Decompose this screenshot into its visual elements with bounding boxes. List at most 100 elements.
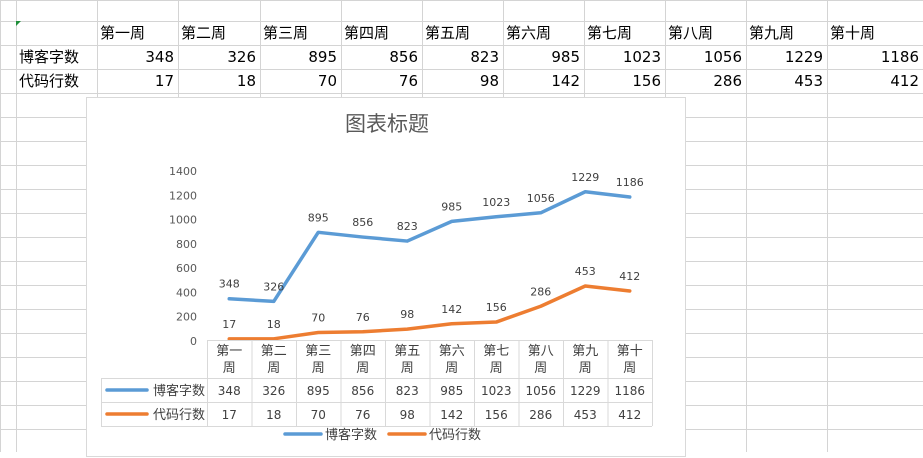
table-value: 70 (311, 408, 326, 422)
table-value: 142 (440, 408, 463, 422)
data-label: 348 (219, 278, 240, 291)
data-label: 156 (486, 301, 507, 314)
table-value: 348 (218, 384, 241, 398)
data-label: 17 (222, 318, 236, 331)
data-cell[interactable]: 985 (551, 48, 580, 66)
data-cell[interactable]: 76 (398, 72, 418, 90)
header-cell[interactable]: 第九周 (749, 24, 795, 42)
x-tick-label: 第三周 (305, 344, 331, 376)
data-label: 823 (397, 220, 418, 233)
data-label: 895 (308, 211, 329, 224)
y-tick-label: 1400 (169, 165, 197, 178)
x-tick-label: 第一周 (216, 344, 242, 376)
x-tick-label: 第五周 (394, 344, 420, 376)
header-cell[interactable]: 第一周 (100, 24, 146, 42)
data-label: 76 (356, 311, 370, 324)
data-label: 1056 (527, 192, 555, 205)
table-value: 1056 (525, 384, 556, 398)
table-series-name: 博客字数 (153, 383, 205, 399)
y-tick-label: 800 (176, 238, 197, 251)
y-tick-label: 1200 (169, 189, 197, 202)
x-tick-label: 第八周 (528, 344, 554, 376)
table-value: 76 (355, 408, 370, 422)
data-label: 453 (575, 265, 596, 278)
data-cell[interactable]: 823 (470, 48, 499, 66)
line-chart: 0 200 400 600 800 1000 1200 1400 348 326 895 856 823… (101, 165, 653, 443)
x-tick-label: 第六周 (439, 344, 465, 376)
y-tick-label: 400 (176, 286, 197, 299)
data-label: 326 (263, 280, 284, 293)
data-label: 286 (530, 285, 551, 298)
data-label: 985 (441, 200, 462, 213)
header-cell[interactable]: 第二周 (181, 24, 227, 42)
table-value: 895 (307, 384, 330, 398)
series-line-2 (227, 284, 632, 341)
table-value: 412 (618, 408, 641, 422)
data-cell[interactable]: 18 (236, 72, 256, 90)
data-label: 18 (267, 318, 281, 331)
data-cell[interactable]: 895 (308, 48, 337, 66)
table-value: 98 (400, 408, 415, 422)
row-label-cell[interactable]: 博客字数 (19, 48, 80, 66)
cell-indicator-icon (16, 21, 21, 26)
table-value: 326 (262, 384, 285, 398)
data-label: 142 (441, 303, 462, 316)
data-cell[interactable]: 348 (145, 48, 174, 66)
header-cell[interactable]: 第七周 (587, 24, 633, 42)
table-value: 856 (351, 384, 374, 398)
table-value: 1186 (614, 384, 645, 398)
table-series-name: 代码行数 (153, 408, 205, 423)
data-cell[interactable]: 17 (154, 72, 174, 90)
data-label: 1186 (616, 176, 644, 189)
y-tick-label: 1000 (169, 214, 197, 227)
x-tick-label: 第九周 (572, 344, 598, 376)
x-tick-label: 第二周 (261, 344, 287, 376)
data-cell[interactable]: 70 (317, 72, 337, 90)
chart-container[interactable]: 图表标题 0 200 400 600 800 1000 1200 1400 348 326 895 8… (86, 97, 686, 457)
data-label: 856 (352, 216, 373, 229)
table-value: 1023 (481, 384, 512, 398)
table-value: 17 (222, 408, 237, 422)
x-tick-label: 第十周 (617, 344, 643, 376)
legend-label: 代码行数 (429, 428, 481, 443)
data-cell[interactable]: 1186 (880, 48, 919, 66)
legend-label: 博客字数 (325, 427, 377, 443)
header-cell[interactable]: 第五周 (425, 24, 471, 42)
data-cell[interactable]: 1056 (703, 48, 742, 66)
data-label: 1229 (571, 171, 599, 184)
data-cell[interactable]: 286 (713, 72, 742, 90)
data-cell[interactable]: 1023 (622, 48, 661, 66)
y-tick-label: 0 (190, 335, 197, 348)
data-label: 412 (619, 270, 640, 283)
data-cell[interactable]: 142 (551, 72, 580, 90)
series-line-1 (227, 190, 632, 304)
x-tick-label: 第七周 (483, 344, 509, 376)
header-cell[interactable]: 第八周 (668, 24, 714, 42)
header-cell[interactable]: 第四周 (344, 24, 390, 42)
data-label: 70 (311, 312, 325, 325)
table-value: 985 (440, 384, 463, 398)
data-cell[interactable]: 1229 (784, 48, 823, 66)
header-cell[interactable]: 第六周 (506, 24, 552, 42)
table-value: 453 (574, 408, 597, 422)
data-label: 98 (400, 308, 414, 321)
header-cell[interactable]: 第十周 (830, 24, 876, 42)
table-value: 286 (529, 408, 552, 422)
data-cell[interactable]: 156 (632, 72, 661, 90)
data-cell[interactable]: 98 (479, 72, 499, 90)
y-tick-label: 200 (176, 311, 197, 324)
table-value: 1229 (570, 384, 601, 398)
data-label: 1023 (482, 196, 510, 209)
table-value: 823 (396, 384, 419, 398)
data-cell[interactable]: 412 (890, 72, 919, 90)
y-tick-label: 600 (176, 262, 197, 275)
x-tick-label: 第四周 (350, 344, 376, 376)
row-label-cell[interactable]: 代码行数 (19, 72, 80, 90)
chart-title[interactable]: 图表标题 (345, 112, 429, 136)
table-value: 156 (485, 408, 508, 422)
data-cell[interactable]: 453 (794, 72, 823, 90)
table-value: 18 (266, 408, 281, 422)
data-cell[interactable]: 326 (227, 48, 256, 66)
header-cell[interactable]: 第三周 (263, 24, 309, 42)
data-cell[interactable]: 856 (389, 48, 418, 66)
